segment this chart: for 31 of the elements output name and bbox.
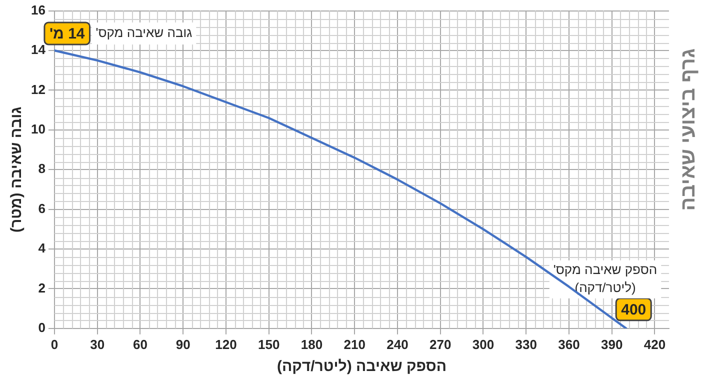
x-tick-label: 330 (515, 336, 537, 352)
x-tick-label: 300 (472, 336, 494, 352)
x-tick-label: 390 (600, 336, 623, 352)
y-axis-title: גובה שאיבה (מטר) (8, 106, 26, 233)
annotation: 400 (621, 302, 646, 319)
x-tick-label: 120 (215, 336, 237, 352)
x-tick-label: 150 (258, 336, 280, 352)
y-tick-label: 4 (38, 240, 46, 256)
y-tick-label: 16 (30, 2, 46, 18)
x-tick-label: 210 (344, 336, 366, 352)
x-tick-label: 270 (429, 336, 452, 352)
y-tick-label: 8 (38, 161, 46, 176)
y-tick-label: 2 (38, 280, 46, 296)
x-tick-label: 0 (50, 336, 58, 352)
annotation: הספק שאיבה מקס' (ליטר/דקה) (553, 262, 658, 295)
x-tick-label: 420 (644, 336, 666, 352)
x-tick-label: 60 (132, 336, 148, 352)
x-tick-label: 90 (176, 336, 190, 352)
x-axis-title: הספק שאיבה (ליטר/דקה) (276, 358, 447, 376)
annotation: 14 מ' (49, 26, 86, 43)
y-tick-label: 0 (38, 320, 46, 335)
y-tick-label: 14 (30, 42, 46, 58)
text: גרף ביצועי שאיבה (678, 48, 700, 211)
x-tick-label: 30 (90, 336, 105, 352)
annotation: גובה שאיבה מקס' (96, 25, 193, 40)
y-tick-label: 12 (30, 82, 46, 97)
x-tick-label: 360 (558, 336, 580, 352)
x-tick-label: 240 (386, 336, 408, 352)
y-tick-label: 10 (30, 121, 46, 136)
x-tick-label: 180 (300, 336, 323, 352)
y-tick-label: 6 (38, 200, 46, 216)
